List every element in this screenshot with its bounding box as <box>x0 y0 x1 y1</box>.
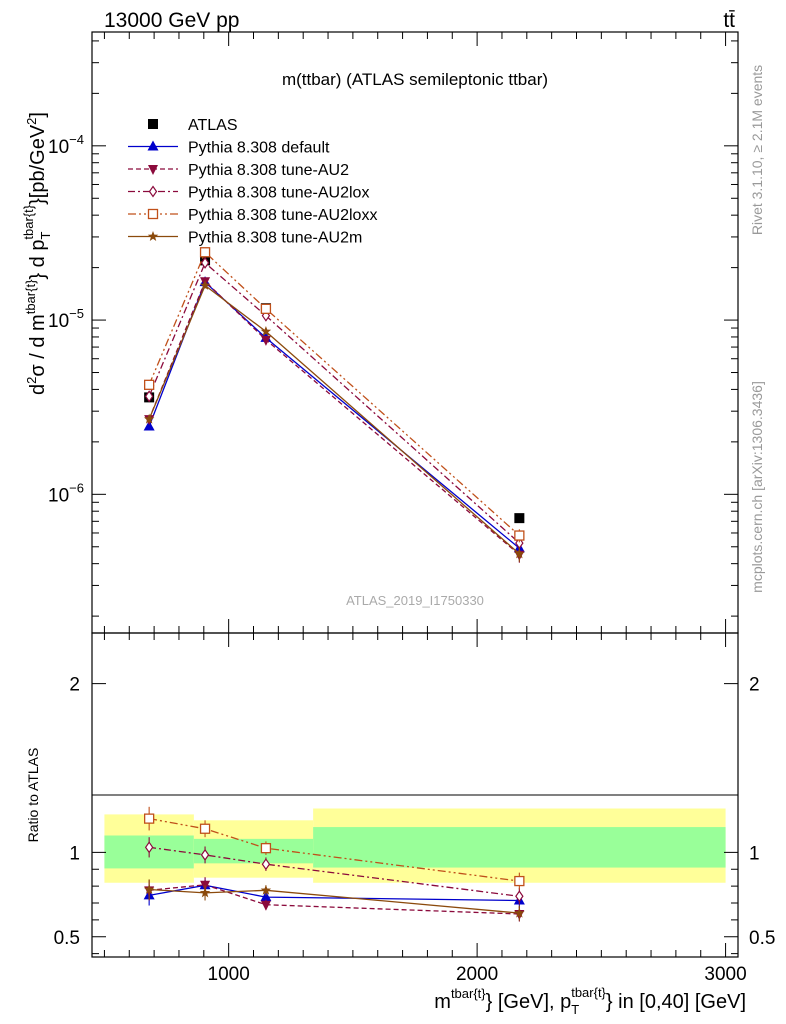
ratio-y-tick-label-right: 0.5 <box>749 928 775 949</box>
ratio-point <box>260 900 271 911</box>
ratio-y-tick-label: 0.5 <box>54 928 80 949</box>
ratio-point <box>199 823 211 834</box>
series-pythia-8-308-tune-au2lox <box>144 256 524 551</box>
series-line <box>148 281 520 549</box>
data-point <box>514 513 525 524</box>
series-line <box>148 251 520 536</box>
ratio-point <box>514 907 525 918</box>
svg-text:mtbar{t}} [GeV], pTtbar{t}} in: mtbar{t}} [GeV], pTtbar{t}} in [0,40] [G… <box>434 985 746 1017</box>
uncertainty-band-inner <box>193 838 314 864</box>
legend: ATLAS Pythia 8.308 default Pythia 8.308 tu… <box>128 117 377 247</box>
series-pythia-8-308-tune-au2m <box>143 279 525 562</box>
legend-marker <box>147 140 159 151</box>
ratio-point <box>144 841 154 854</box>
legend-label: Pythia 8.308 default <box>188 140 330 157</box>
legend-marker <box>148 185 158 198</box>
ratio-point <box>199 887 211 898</box>
legend-label: ATLAS <box>188 117 238 134</box>
legend-marker <box>148 119 158 129</box>
series-line <box>148 284 520 555</box>
mcplots-label: mcplots.cern.ch [arXiv:1306.3436] <box>749 381 765 593</box>
data-point <box>514 530 525 541</box>
svg-text:d2σ / d mtbar{t}} d pTtbar{t}}: d2σ / d mtbar{t}} d pTtbar{t}}[pb/GeV2] <box>21 112 53 395</box>
ratio-line <box>149 884 520 915</box>
series-line <box>148 280 520 556</box>
ratio-series-pythia-8-308-tune-au2loxx <box>143 806 525 890</box>
ratio-y-tick-label-right: 1 <box>749 843 760 864</box>
series-pythia-8-308-tune-au2 <box>144 277 525 563</box>
ratio-point <box>143 884 155 894</box>
ratio-y-tick-label: 2 <box>69 675 80 696</box>
ratio-point <box>260 843 272 854</box>
ratio-point <box>515 890 524 903</box>
legend-label: Pythia 8.308 tune-AU2loxx <box>188 207 377 224</box>
ratio-y-tick-label: 1 <box>69 843 80 864</box>
series-pythia-8-308-tune-au2loxx <box>143 247 525 543</box>
x-tick-label: 1000 <box>208 964 250 985</box>
legend-label: Pythia 8.308 tune-AU2lox <box>188 185 369 202</box>
series-line <box>148 261 520 544</box>
data-point <box>143 420 155 431</box>
y-tick-label: 10−5 <box>48 306 84 332</box>
ratio-point <box>260 891 272 902</box>
legend-marker <box>147 208 159 220</box>
ratio-ylabel: Ratio to ATLAS <box>25 748 41 843</box>
data-point <box>260 303 272 314</box>
ratio-point <box>200 848 210 861</box>
ratio-line <box>148 817 520 882</box>
legend-label: Pythia 8.308 tune-AU2 <box>188 162 349 179</box>
series-pythia-8-308-default <box>143 276 525 556</box>
data-point <box>200 256 210 269</box>
plot-title: m(ttbar) (ATLAS semileptonic ttbar) <box>282 70 548 89</box>
main-panel: 10−6 10−5 10−4 d2σ / d mtbar{t}} d pTtbar{… <box>21 31 739 634</box>
uncertainty-band-inner <box>313 827 726 868</box>
data-point <box>514 548 525 559</box>
x-tick-label: 2000 <box>456 964 498 985</box>
ratio-series-pythia-8-308-tune-au2m <box>143 879 525 921</box>
ratio-line <box>149 846 520 897</box>
data-point <box>144 390 154 403</box>
legend-marker <box>147 231 159 241</box>
analysis-label: ATLAS_2019_I1750330 <box>346 593 484 608</box>
rivet-label: Rivet 3.1.10, ≥ 2.1M events <box>749 65 765 235</box>
beam-label: 13000 GeV pp <box>104 9 239 32</box>
ratio-point <box>514 875 525 887</box>
legend-marker <box>148 165 158 175</box>
process-label: tt̄ <box>723 9 735 32</box>
ratio-frame <box>91 632 739 958</box>
data-point <box>260 325 272 336</box>
y-tick-label: 10−6 <box>48 480 84 506</box>
ratio-y-tick-label-right: 2 <box>749 675 760 696</box>
ratio-point <box>260 884 272 895</box>
legend-label: Pythia 8.308 tune-AU2m <box>188 230 362 247</box>
ratio-point <box>261 858 271 871</box>
data-point <box>199 247 211 258</box>
ratio-panel: 0.5 0.5 1 1 2 2 1000 2000 3000 Ratio to ATLAS mt… <box>25 632 775 1017</box>
x-tick-label: 3000 <box>704 964 746 985</box>
data-point <box>260 335 271 346</box>
y-tick-label: 10−4 <box>48 132 84 158</box>
data-point <box>199 279 211 290</box>
ratio-line <box>149 888 520 914</box>
data-point <box>143 379 155 390</box>
ratio-point <box>143 813 155 824</box>
main-ylabel: d2σ / d mtbar{t}} d pTtbar{t}}[pb/GeV2] <box>21 112 53 395</box>
data-point <box>143 413 155 424</box>
x-axis-label: mtbar{t}} [GeV], pTtbar{t}} in [0,40] [G… <box>434 985 746 1017</box>
ratio-series-pythia-8-308-tune-au2lox <box>144 837 524 905</box>
